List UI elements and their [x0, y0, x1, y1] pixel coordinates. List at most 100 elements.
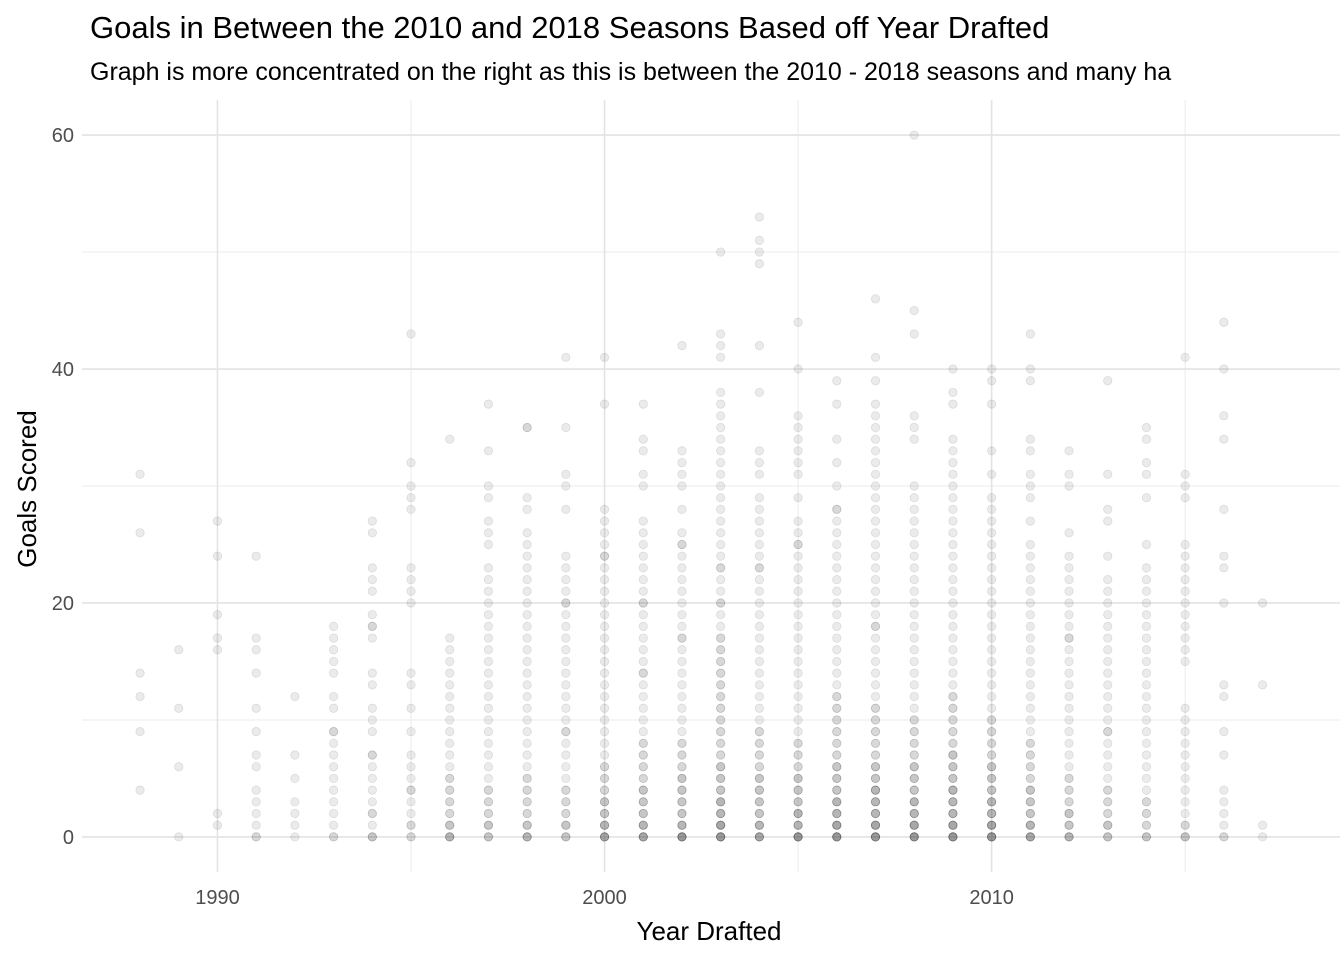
data-point [948, 387, 958, 398]
data-point [1103, 832, 1113, 842]
data-point [561, 469, 571, 479]
data-point [677, 773, 687, 784]
data-point [870, 680, 881, 690]
data-point [1025, 598, 1035, 608]
data-point [638, 832, 648, 842]
data-point [599, 539, 610, 550]
data-point [1025, 539, 1035, 550]
data-point [948, 703, 958, 713]
data-point [948, 832, 958, 842]
data-point [1025, 481, 1035, 491]
data-point [677, 762, 687, 772]
data-point [677, 504, 687, 514]
data-point [677, 832, 687, 842]
data-point [754, 563, 764, 573]
data-point [948, 750, 958, 760]
data-point [638, 434, 648, 444]
data-point [948, 738, 958, 748]
data-point [870, 563, 881, 573]
data-point [909, 715, 919, 725]
data-point [909, 820, 919, 830]
data-point [1064, 633, 1074, 643]
data-point [1064, 481, 1074, 491]
data-point [870, 820, 881, 830]
data-point [1064, 633, 1074, 643]
data-point [870, 808, 881, 819]
data-point [483, 762, 494, 772]
data-point [367, 610, 377, 620]
data-point [909, 797, 919, 807]
data-point [638, 785, 648, 795]
data-point [870, 750, 881, 760]
data-point [948, 469, 958, 479]
data-point [870, 551, 881, 561]
data-point [561, 727, 571, 737]
data-point [716, 820, 726, 830]
data-point [1180, 645, 1190, 655]
data-point [1064, 808, 1074, 819]
data-point [909, 832, 919, 842]
data-point [561, 598, 571, 608]
data-point [1141, 832, 1152, 842]
data-point [522, 703, 532, 713]
data-point [522, 820, 532, 830]
data-point [561, 762, 571, 772]
data-point [1219, 411, 1229, 421]
data-point [716, 551, 726, 561]
data-point [367, 832, 377, 842]
data-point [1180, 715, 1190, 725]
data-point [754, 493, 764, 503]
data-point [1103, 376, 1113, 386]
data-point [1141, 621, 1152, 631]
data-point [251, 832, 261, 842]
data-point [599, 797, 610, 807]
data-point [251, 750, 261, 760]
data-point [909, 329, 919, 339]
data-point [677, 551, 687, 561]
data-point [483, 645, 494, 655]
data-point [445, 750, 455, 760]
data-point [909, 808, 919, 819]
data-point [987, 808, 997, 819]
data-point [948, 750, 958, 760]
data-point [212, 820, 223, 830]
data-point [599, 645, 610, 655]
data-point [1103, 773, 1113, 784]
data-point [870, 481, 881, 491]
data-point [522, 680, 532, 690]
data-point [870, 610, 881, 620]
x-tick-label: 1990 [195, 887, 240, 909]
data-point [754, 820, 764, 830]
data-point [1025, 808, 1035, 819]
data-point [406, 797, 416, 807]
data-point [987, 785, 997, 795]
data-point [1103, 668, 1113, 678]
data-point [599, 808, 610, 819]
data-point [638, 750, 648, 760]
data-point [909, 832, 919, 842]
data-point [599, 750, 610, 760]
data-point [1141, 680, 1152, 690]
data-point [716, 469, 726, 479]
data-point [909, 574, 919, 585]
data-point [1025, 820, 1035, 830]
data-point [987, 376, 997, 386]
data-point [677, 738, 687, 748]
data-point [599, 832, 610, 842]
data-point [522, 785, 532, 795]
data-point [793, 574, 803, 585]
data-point [716, 738, 726, 748]
data-point [1180, 563, 1190, 573]
data-point [677, 341, 687, 351]
data-point [561, 563, 571, 573]
data-point [1103, 516, 1113, 526]
data-point [754, 785, 764, 795]
data-point [638, 586, 648, 596]
data-point [1064, 832, 1074, 842]
data-point [870, 668, 881, 678]
data-point [793, 808, 803, 819]
data-point [716, 808, 726, 819]
data-point [987, 797, 997, 807]
data-point [716, 645, 726, 655]
data-point [754, 797, 764, 807]
